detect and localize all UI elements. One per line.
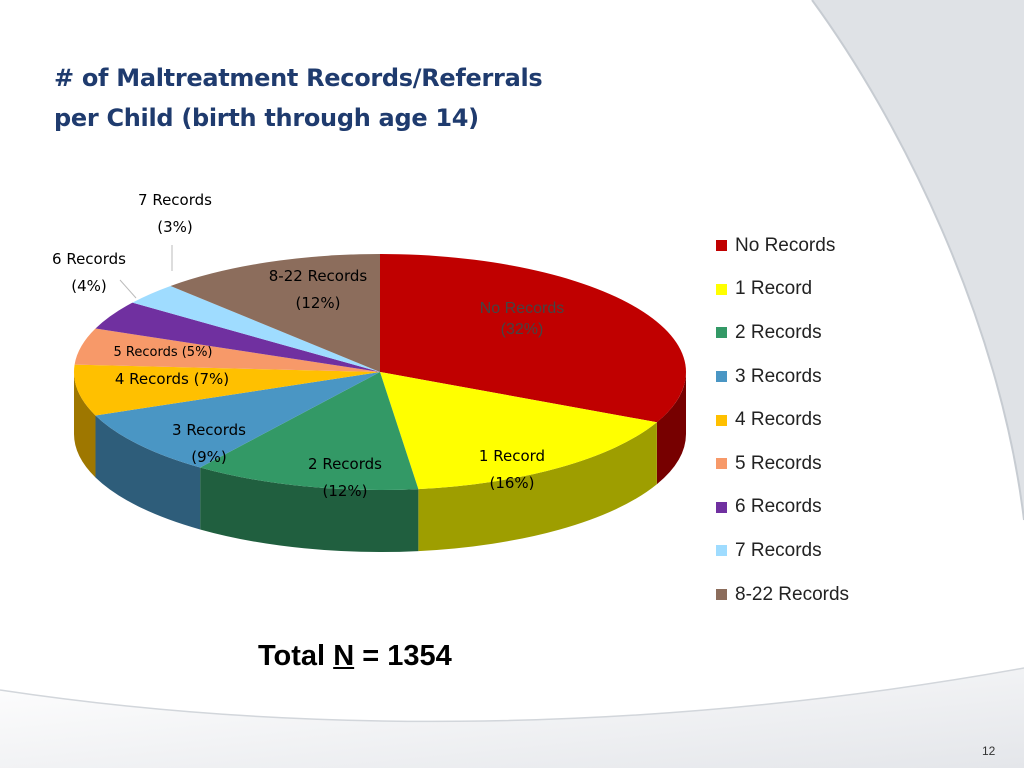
legend-item-3-records: 3 Records xyxy=(716,355,849,399)
pie-slice-no-records xyxy=(380,254,686,423)
chart-legend: No Records 1 Record 2 Records 3 Records 4 Re… xyxy=(716,224,849,616)
pie-slice-4-records xyxy=(74,364,381,416)
pie-slice-1-record xyxy=(380,372,657,490)
pie-slice-3-records xyxy=(95,372,380,468)
legend-swatch xyxy=(716,545,727,557)
legend-label: 3 Records xyxy=(735,365,822,387)
total-prefix: Total xyxy=(258,640,334,672)
legend-label: 4 Records xyxy=(735,409,822,431)
legend-label: 7 Records xyxy=(735,539,822,561)
total-n: N xyxy=(333,640,355,672)
legend-swatch xyxy=(716,283,727,295)
pie-side-3-records xyxy=(95,415,201,530)
legend-swatch xyxy=(716,327,727,339)
page-number: 12 xyxy=(982,744,996,758)
legend-swatch xyxy=(716,414,727,426)
data-label-7-records: 7 Records (3%) xyxy=(138,191,212,236)
data-label-2-records: 2 Records (12%) xyxy=(308,455,382,500)
pie-slice-6-records xyxy=(95,302,380,372)
pie-slice-8-22-records xyxy=(170,254,380,372)
legend-item-5-records: 5 Records xyxy=(716,442,849,486)
slide-title: # of Maltreatment Records/Referrals per … xyxy=(54,58,543,138)
legend-item-2-records: 2 Records xyxy=(716,311,849,355)
legend-item-6-records: 6 Records xyxy=(716,486,849,530)
legend-label: 8-22 Records xyxy=(735,583,850,605)
legend-item-1-record: 1 Record xyxy=(716,268,849,312)
legend-label: 6 Records xyxy=(735,496,822,518)
pie-side-4-records xyxy=(74,372,96,478)
total-count: Total N = 1354 xyxy=(258,640,452,673)
pie-slice-2-records xyxy=(200,372,419,490)
pie-slice-5-records xyxy=(74,328,380,372)
data-label-8-22-records: 8-22 Records (12%) xyxy=(269,267,368,312)
data-label-3-records: 3 Records (9%) xyxy=(172,421,246,466)
legend-swatch xyxy=(716,589,727,601)
legend-item-7-records: 7 Records xyxy=(716,529,849,573)
leader-lines xyxy=(119,245,173,299)
legend-label: 5 Records xyxy=(735,452,822,474)
legend-swatch xyxy=(716,240,727,252)
legend-item-8-22-records: 8-22 Records xyxy=(716,573,849,617)
pie-slices xyxy=(74,254,686,490)
leader-line-6-records xyxy=(119,279,137,299)
data-label-1-record: 1 Record (16%) xyxy=(479,447,545,492)
pie-side-no-records xyxy=(656,372,686,485)
data-label-no-records: No Records (32%) xyxy=(480,300,564,338)
pie-side-2-records xyxy=(200,467,419,552)
legend-label: No Records xyxy=(735,234,836,256)
legend-item-4-records: 4 Records xyxy=(716,398,849,442)
data-label-6-records: 6 Records (4%) xyxy=(52,250,126,295)
legend-swatch xyxy=(716,501,727,513)
pie-side-1-record xyxy=(418,422,657,552)
legend-label: 1 Record xyxy=(735,278,813,300)
legend-item-no-records: No Records xyxy=(716,224,849,268)
legend-label: 2 Records xyxy=(735,321,822,343)
legend-swatch xyxy=(716,371,727,383)
data-label-4-records: 4 Records (7%) xyxy=(115,370,229,388)
legend-swatch xyxy=(716,458,727,470)
data-labels: No Records (32%) 1 Record (16%) 2 Records (12… xyxy=(52,191,564,500)
slide-title-line-1: # of Maltreatment Records/Referrals xyxy=(54,64,543,92)
total-value: = 1354 xyxy=(354,640,452,672)
data-label-5-records: 5 Records (5%) xyxy=(114,345,213,360)
slide-title-line-2: per Child (birth through age 14) xyxy=(54,104,479,132)
pie-sides xyxy=(74,372,686,552)
pie-slice-7-records xyxy=(132,285,380,372)
